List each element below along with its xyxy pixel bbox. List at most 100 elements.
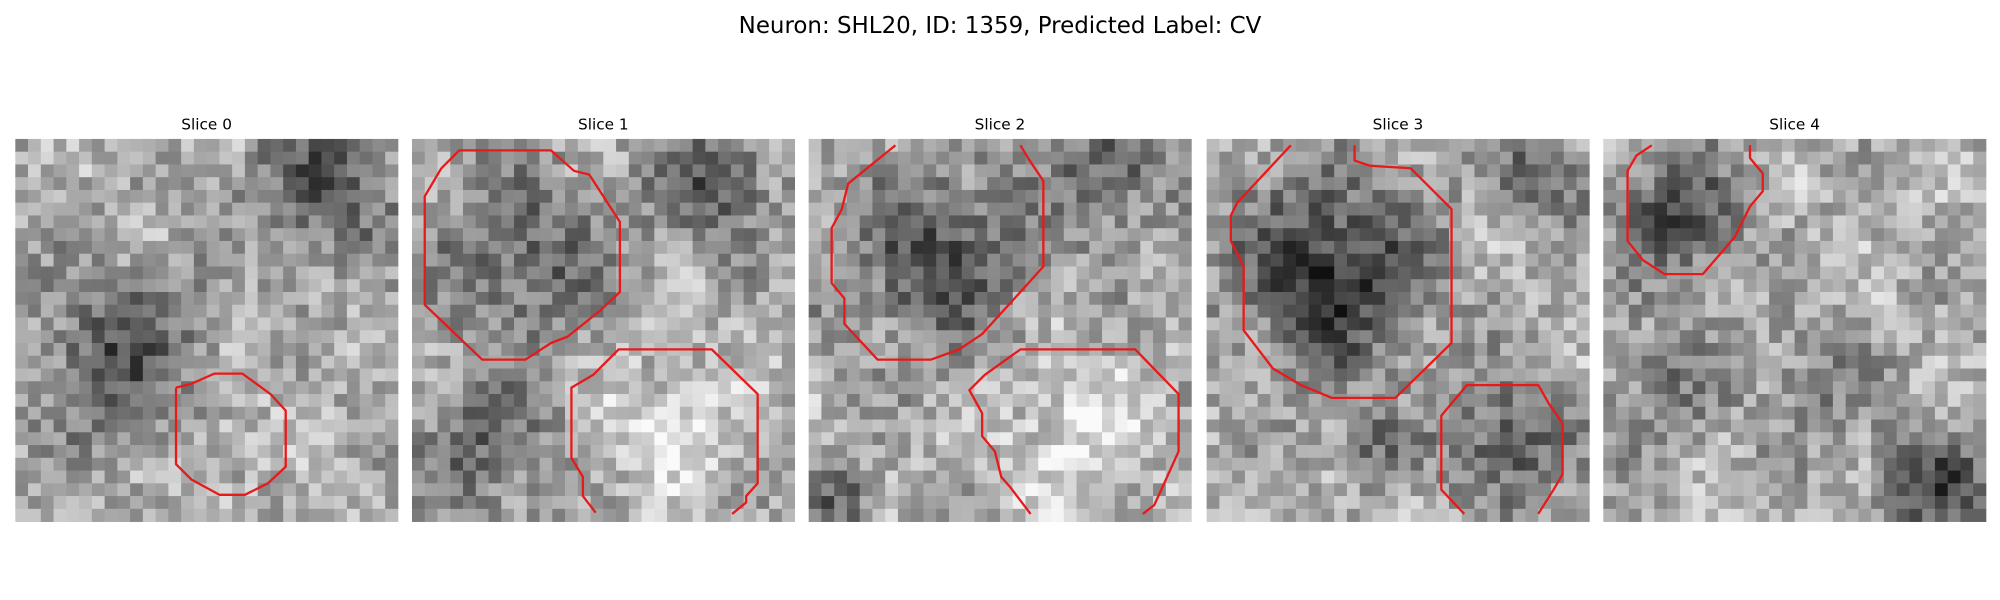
pixel [1934,266,1949,280]
pixel [40,164,54,178]
pixel [1063,215,1077,229]
pixel [1165,419,1179,433]
pixel [1165,177,1179,191]
pixel [1321,343,1335,357]
pixel [1127,164,1141,178]
pixel [385,215,399,229]
pixel [79,253,93,267]
pixel [1102,406,1116,420]
pixel [1114,215,1128,229]
pixel [15,202,29,216]
pixel [334,432,348,446]
pixel [1178,266,1192,280]
pixel [334,381,348,395]
pixel [104,419,118,433]
pixel [1512,202,1526,216]
pixel [450,228,464,242]
pixel [1947,470,1961,484]
pixel [526,381,540,395]
pixel [475,177,489,191]
pixel [1487,189,1501,204]
pixel [244,355,259,369]
pixel [168,138,182,153]
pixel [1372,291,1386,306]
pixel [948,304,963,318]
pixel [1385,355,1399,369]
pixel [1114,279,1128,293]
pixel [91,496,105,510]
pixel [603,215,617,229]
pixel [1820,177,1834,191]
pixel [1934,457,1949,471]
pixel [270,138,284,153]
pixel [1718,457,1732,471]
pixel [1089,317,1103,331]
pixel [475,355,489,369]
pixel [577,240,591,255]
pixel [257,279,271,293]
pixel [450,215,464,229]
pixel [193,496,208,510]
pixel [1321,291,1335,306]
pixel [501,381,515,395]
pixel [130,457,144,471]
pixel [730,266,744,280]
pixel [385,138,399,153]
pixel [1718,253,1732,267]
pixel [232,266,246,280]
pixel [1603,432,1617,446]
pixel [1448,177,1463,191]
pixel [104,240,118,255]
pixel [1127,279,1141,293]
pixel [769,432,783,446]
pixel [834,164,848,178]
pixel [603,381,617,395]
pixel [232,508,246,522]
pixel [565,470,579,484]
pixel [385,304,399,318]
pixel [1334,266,1348,280]
pixel [1178,138,1192,153]
pixel [526,279,540,293]
pixel [1283,483,1297,497]
pixel [142,240,156,255]
pixel [130,470,144,484]
pixel [667,368,681,382]
pixel [1165,151,1179,165]
pixel [79,343,93,357]
pixel [987,508,1001,522]
pixel [1909,483,1923,497]
pixel [705,394,719,408]
pixel [1667,419,1681,433]
pixel [1153,138,1167,153]
pixel [1641,470,1655,484]
pixel [667,445,681,459]
pixel [1372,445,1386,459]
pixel [872,330,886,344]
pixel [769,470,783,484]
pixel [28,253,42,267]
pixel [1654,381,1668,395]
pixel [1628,253,1642,267]
pixel [1359,381,1373,395]
pixel [1114,228,1128,242]
pixel [808,304,822,318]
pixel [1244,355,1259,369]
pixel [488,394,502,408]
pixel [488,266,502,280]
pixel [1308,355,1322,369]
pixel [1372,381,1386,395]
pixel [385,291,399,306]
pixel [1359,202,1373,216]
pixel [1165,164,1179,178]
pixel [40,343,54,357]
pixel [79,164,93,178]
pixel [1973,508,1987,522]
pixel [321,266,335,280]
pixel [219,445,233,459]
pixel [756,177,770,191]
pixel [142,355,156,369]
pixel [1346,240,1361,255]
pixel [1947,445,1961,459]
pixel [1858,368,1872,382]
